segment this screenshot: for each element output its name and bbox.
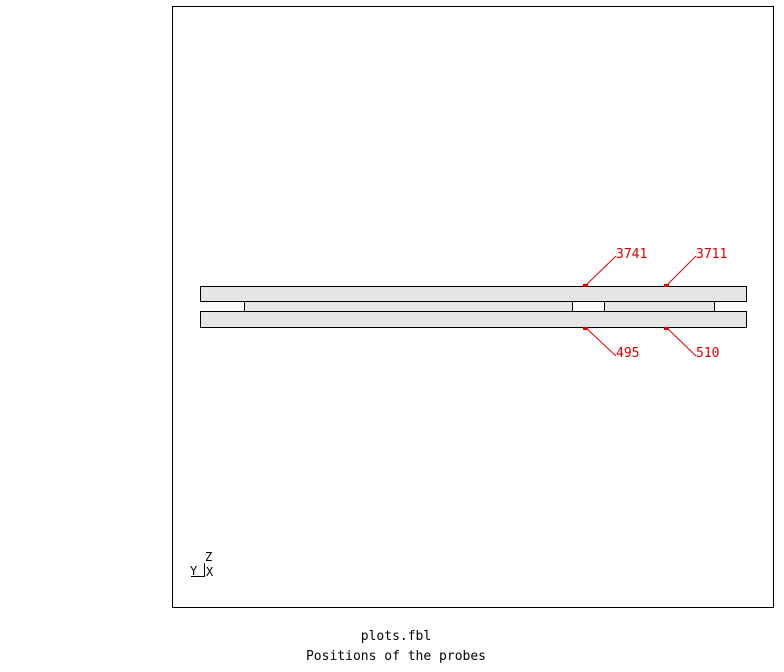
spacer-block-left: [244, 301, 573, 312]
axis-z-label: Z: [205, 550, 212, 564]
axis-y-label: Y: [190, 564, 198, 578]
probe-3741: 3741: [583, 247, 647, 287]
axis-triad: Z Y X: [190, 550, 214, 579]
probe-label: 495: [616, 346, 639, 361]
probe-leader: [585, 255, 617, 286]
top-plate: [200, 286, 747, 302]
probe-510: 510: [664, 327, 719, 361]
plot-file-name: plots.fbl: [360, 629, 432, 644]
probe-marker: [583, 284, 588, 287]
probe-marker: [583, 327, 588, 330]
probe-3711: 3711: [664, 247, 727, 287]
probe-label: 510: [696, 346, 719, 361]
spacer-block-right: [604, 301, 715, 312]
probe-marker: [664, 327, 669, 330]
probe-leader: [666, 327, 697, 357]
plot-title: Positions of the probes: [305, 649, 486, 664]
bottom-plate: [200, 311, 747, 328]
axis-x-label: X: [206, 565, 214, 579]
probe-label: 3711: [696, 247, 727, 262]
probe-leader: [666, 255, 697, 286]
probe-leader: [585, 327, 617, 357]
probe-marker: [664, 284, 669, 287]
probe-label: 3741: [616, 247, 647, 262]
probe-495: 495: [583, 327, 639, 361]
